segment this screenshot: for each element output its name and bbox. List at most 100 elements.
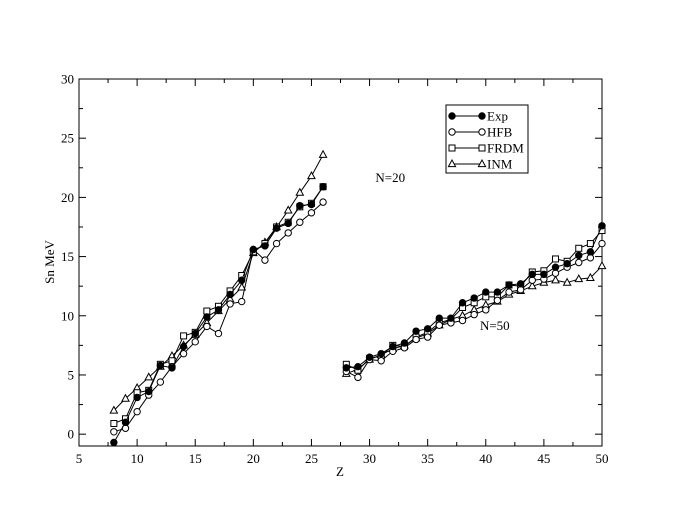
x-axis-label: Z [336,464,344,479]
x-tick-label: 10 [131,451,144,466]
data-point-frdm [110,420,118,428]
data-point-exp [110,438,118,447]
y-axis-label: Sn MeV [42,240,57,284]
y-tick-label: 5 [68,367,75,382]
data-point-exp [400,339,409,347]
data-point-hfb [575,258,583,267]
y-tick-label: 20 [61,190,74,205]
data-point-frdm [168,357,176,365]
data-point-exp [272,224,281,232]
data-point-inm [551,275,560,284]
data-point-hfb [272,239,281,248]
data-point-exp [214,306,223,314]
data-point-frdm [552,255,560,263]
data-point-inm [562,277,572,286]
data-point-exp [505,281,513,289]
data-point-hfb [412,335,420,344]
data-point-exp [121,418,130,427]
data-point-exp [563,259,571,268]
data-point-frdm [180,332,188,340]
legend-label: HFB [487,125,513,140]
annotation-n20: N=20 [375,170,405,185]
data-point-hfb [238,297,246,306]
data-point-hfb [179,349,188,358]
legend-item-hfb: HFB [448,125,513,140]
x-tick-label: 5 [76,451,83,466]
series-line-hfb [113,201,324,433]
data-point-exp [191,329,199,338]
data-point-hfb [261,256,269,264]
data-point-hfb [377,357,385,365]
legend-item-exp: Exp [448,109,508,124]
legend-marker [478,144,486,152]
data-point-exp [261,242,269,250]
data-point-exp [284,219,292,228]
data-point-hfb [482,306,490,314]
data-point-hfb [354,373,362,382]
data-point-inm [527,281,537,290]
data-point-hfb [435,321,443,329]
data-point-hfb [505,288,513,296]
data-point-frdm [575,244,583,252]
data-point-exp [423,325,432,333]
legend-label: INM [487,157,513,172]
legend-label: FRDM [487,141,524,156]
data-point-exp [470,294,478,302]
data-point-inm [597,261,607,270]
data-point-inm [144,372,154,381]
x-tick-label: 45 [537,451,550,466]
data-point-hfb [226,300,234,308]
data-point-inm [307,171,316,180]
data-point-inm [121,393,130,402]
data-point-hfb [203,322,211,331]
data-point-exp [389,342,397,351]
data-point-exp [179,342,188,351]
y-tick-label: 30 [61,72,74,87]
x-tick-label: 30 [363,451,376,466]
data-point-inm [283,205,293,214]
data-point-exp [551,263,560,271]
data-point-hfb [493,296,502,305]
data-point-exp [516,280,525,288]
data-point-exp [354,362,362,371]
data-point-hfb [110,428,118,436]
data-point-frdm [203,307,211,315]
x-tick-label: 50 [596,451,609,466]
data-point-hfb [191,338,199,346]
data-point-exp [319,183,327,191]
legend-marker [448,112,456,120]
data-point-hfb [598,239,606,248]
data-point-exp [482,288,490,296]
data-point-hfb [284,229,292,237]
series-layer [109,149,607,447]
y-tick-label: 0 [68,427,75,442]
data-point-exp [458,299,467,307]
data-point-exp [145,387,153,396]
data-point-exp [238,276,246,284]
x-tick-label: 35 [421,451,434,466]
data-point-exp [296,201,304,210]
data-point-hfb [307,209,316,217]
data-point-inm [237,282,247,291]
legend-marker [448,144,456,152]
data-point-exp [435,314,443,322]
legend-marker [477,158,487,168]
data-point-hfb [133,407,141,416]
data-point-exp [493,288,502,296]
data-point-hfb [214,329,223,338]
data-point-inm [574,274,584,283]
data-point-exp [528,270,536,279]
data-point-exp [575,251,583,260]
legend-marker [478,112,486,120]
data-point-exp [586,248,595,256]
data-point-frdm [586,240,594,248]
legend-label: Exp [487,109,508,124]
data-point-exp [412,327,420,335]
series-exp [110,183,606,447]
data-point-exp [377,349,385,358]
x-tick-label: 40 [479,451,492,466]
data-point-exp [342,364,351,372]
